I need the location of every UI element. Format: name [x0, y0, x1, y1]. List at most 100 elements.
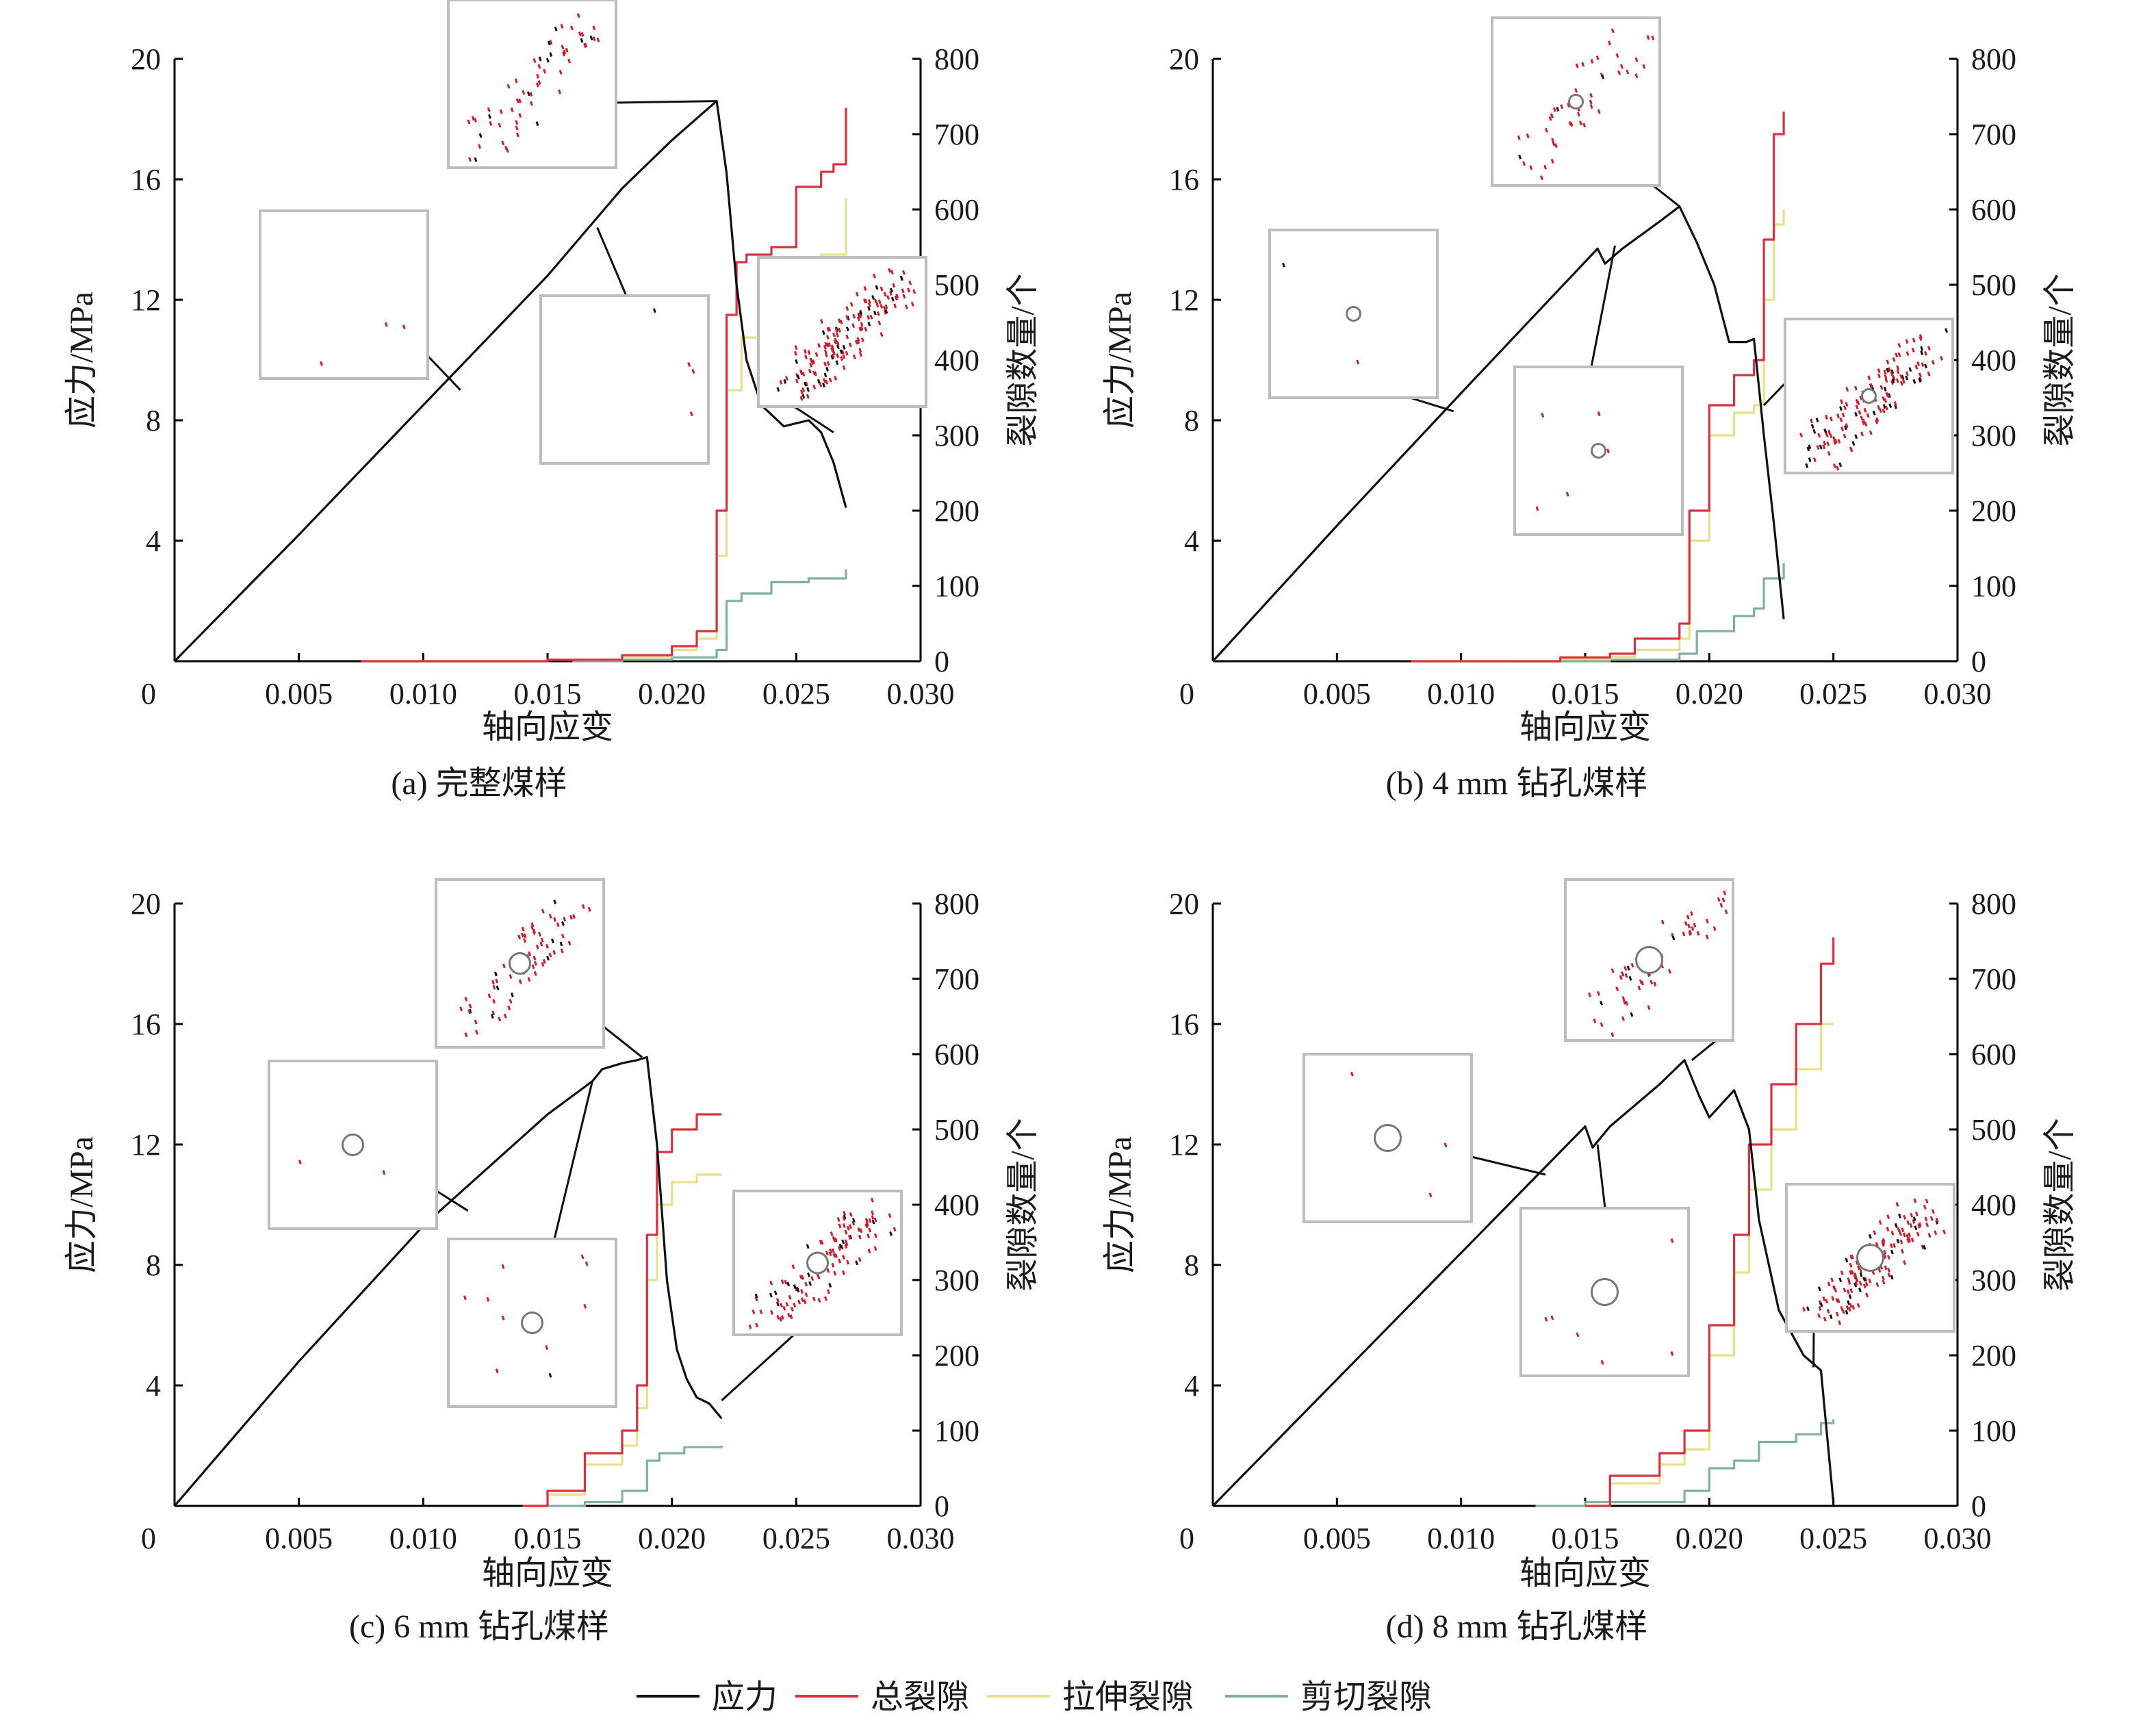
crack-mark	[1917, 1223, 1921, 1229]
crack-mark	[1877, 373, 1881, 379]
crack-mark	[1827, 1281, 1831, 1287]
crack-mark	[1886, 1214, 1890, 1220]
crack-mark	[687, 362, 691, 367]
crack-mark	[1892, 357, 1896, 362]
crack-mark	[1854, 411, 1858, 417]
crack-mark	[560, 23, 564, 29]
crack-mark	[1817, 433, 1821, 438]
crack-mark	[842, 1216, 846, 1221]
crack-mark	[1853, 1282, 1858, 1288]
crack-mark	[862, 298, 867, 304]
crack-mark	[510, 992, 514, 997]
crack-mark	[463, 1295, 467, 1301]
crack-mark	[543, 68, 547, 74]
crack-mark	[1281, 262, 1285, 268]
crack-mark	[825, 342, 830, 348]
crack-mark	[1920, 346, 1924, 351]
crack-mark	[532, 956, 537, 961]
crack-mark	[538, 932, 541, 937]
y-left-tick-label: 8	[1184, 1249, 1199, 1282]
crack-mark	[1894, 1223, 1898, 1228]
crack-mark	[1634, 57, 1639, 62]
crack-mark	[1901, 379, 1905, 384]
crack-mark	[382, 1170, 386, 1175]
crack-mark	[1918, 377, 1922, 383]
crack-mark	[817, 343, 821, 348]
crack-mark	[527, 977, 531, 982]
crack-mark	[542, 958, 546, 964]
x-tick-label: 0.020	[1676, 677, 1743, 711]
crack-mark	[1653, 982, 1657, 987]
crack-mark	[549, 52, 553, 57]
crack-mark	[1896, 369, 1900, 374]
crack-mark	[1621, 971, 1624, 977]
crack-mark	[533, 971, 537, 976]
crack-mark	[831, 1248, 835, 1253]
chart-panel-4: 0 0.005 0.010 0.015 0.020 0.025 0.030481216200…	[1102, 878, 2078, 1645]
crack-mark	[1849, 446, 1853, 452]
crack-mark	[1890, 1275, 1894, 1280]
crack-mark	[804, 381, 807, 387]
crack-mark	[583, 43, 587, 49]
crack-mark	[1884, 1265, 1888, 1270]
crack-mark	[1647, 1005, 1651, 1010]
x-axis-label: 轴向应变	[1519, 709, 1651, 745]
crack-mark	[890, 287, 893, 293]
crack-mark	[1847, 1300, 1851, 1305]
crack-mark	[517, 934, 522, 940]
crack-mark	[565, 47, 569, 53]
crack-mark	[826, 327, 830, 332]
crack-mark	[852, 354, 856, 359]
crack-mark	[864, 1218, 869, 1223]
inset-leader-line	[1763, 382, 1786, 407]
y-right-axis-label: 裂隙数量/个	[2042, 273, 2078, 446]
crack-mark	[819, 319, 823, 324]
y-right-tick-label: 200	[1971, 1339, 2016, 1372]
y-right-tick-label: 600	[934, 193, 979, 227]
crack-mark	[578, 31, 582, 36]
crack-mark	[840, 349, 845, 355]
series-line-shear-cracks	[572, 569, 847, 663]
crack-mark	[570, 25, 574, 31]
borehole-circle	[1591, 1278, 1619, 1306]
crack-mark	[852, 314, 856, 319]
crack-mark	[796, 374, 800, 380]
crack-mark	[522, 90, 526, 95]
crack-mark	[1646, 35, 1650, 40]
x-tick-label: 0	[141, 1522, 156, 1555]
y-right-tick-label: 100	[934, 570, 979, 603]
crack-mark	[871, 1219, 875, 1225]
crack-mark	[529, 92, 533, 97]
crack-mark	[806, 1244, 810, 1249]
crack-mark	[784, 376, 788, 381]
crack-mark	[1908, 367, 1912, 372]
crack-mark	[1600, 1000, 1603, 1006]
crack-mark	[860, 322, 864, 327]
crack-mark	[1849, 1255, 1853, 1259]
crack-mark	[834, 375, 838, 381]
crack-mark	[873, 298, 877, 304]
y-right-tick-label: 500	[934, 1113, 979, 1147]
crack-mark	[1805, 463, 1809, 468]
y-left-tick-label: 16	[1169, 163, 1199, 196]
crack-mark	[888, 268, 892, 273]
crack-mark	[492, 999, 496, 1004]
crack-mark	[856, 337, 860, 342]
crack-mark	[799, 369, 803, 374]
y-right-tick-label: 800	[934, 42, 979, 76]
crack-mark	[892, 283, 896, 288]
crack-mark	[1841, 1309, 1845, 1314]
crack-mark	[843, 1214, 847, 1220]
crack-mark	[838, 1243, 843, 1249]
crack-mark	[652, 308, 656, 314]
crack-mark	[559, 69, 563, 75]
chart-panel-2: 0 0.005 0.010 0.015 0.020 0.025 0.030481216200…	[1102, 16, 2078, 802]
crack-mark	[1806, 1306, 1810, 1312]
y-right-tick-label: 600	[934, 1038, 979, 1071]
crack-mark	[851, 1220, 856, 1226]
y-right-axis-label: 裂隙数量/个	[2042, 1118, 2078, 1291]
crack-mark	[854, 340, 858, 345]
crack-mark	[867, 315, 871, 320]
crack-mark	[877, 320, 882, 326]
crack-mark	[567, 58, 572, 64]
